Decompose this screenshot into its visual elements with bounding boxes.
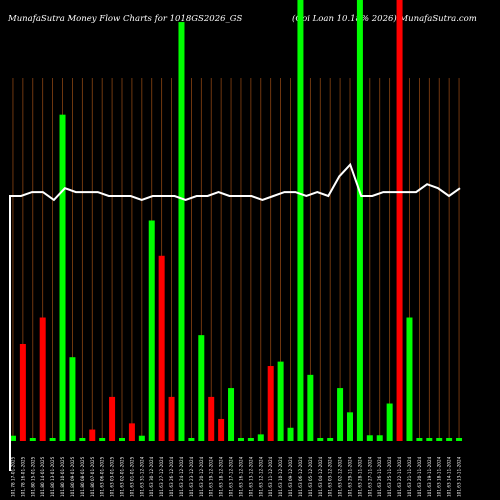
x-tick-label: 101.63 21-11-2024	[407, 456, 412, 497]
x-tick-label: 101.63 03-12-2024	[328, 456, 333, 497]
money-flow-bar	[327, 438, 334, 441]
money-flow-bar	[39, 317, 46, 441]
money-flow-bar	[287, 427, 294, 441]
x-tick-label: 101.63 04-12-2024	[318, 456, 323, 497]
x-tick-label: 101.63 13-11-2024	[457, 456, 462, 497]
x-tick-label: 101.63 02-12-2024	[338, 456, 343, 497]
x-tick-label: 101.63 01-01-2025	[129, 456, 134, 497]
money-flow-bar	[128, 423, 135, 441]
x-tick-label: 101.63 25-11-2024	[387, 456, 392, 497]
x-tick-label: 101.78 17-01-2025	[10, 456, 15, 497]
money-flow-bar	[267, 366, 274, 441]
money-flow-bar	[317, 438, 324, 441]
money-flow-bar	[218, 418, 225, 441]
x-tick-label: 101.63 28-11-2024	[357, 456, 362, 497]
money-flow-bar	[366, 435, 373, 441]
x-tick-label: 101.63 06-01-2025	[100, 456, 105, 497]
x-tick-label: 101.80 08-01-2025	[80, 456, 85, 497]
money-flow-bar	[198, 335, 205, 441]
money-flow-bar	[257, 434, 264, 441]
x-tick-label: 101.63 27-11-2024	[367, 456, 372, 497]
chart-subtitle: (Goi Loan 10.18% 2026) MunafaSutra.com	[292, 14, 477, 24]
chart-title: MunafaSutra Money Flow Charts for 1018GS…	[8, 14, 243, 24]
money-flow-bar	[99, 438, 106, 441]
x-tick-label: 101.80 14-01-2025	[40, 456, 45, 497]
money-flow-bar	[347, 412, 353, 441]
money-flow-bar	[49, 438, 56, 441]
money-flow-bar	[237, 438, 244, 441]
x-tick-label: 101.78 16-01-2025	[20, 456, 25, 497]
money-flow-bar	[9, 435, 16, 441]
x-tick-label: 101.63 24-12-2024	[179, 456, 184, 497]
money-flow-bar	[228, 388, 235, 441]
x-tick-label: 101.63 13-12-2024	[248, 456, 253, 497]
money-flow-bar	[188, 438, 195, 441]
x-tick-label: 101.63 29-11-2024	[348, 456, 353, 497]
money-flow-bar	[19, 343, 26, 441]
money-flow-bar	[89, 429, 96, 441]
x-tick-label: 101.63 26-12-2024	[169, 456, 174, 497]
x-tick-label: 101.63 16-12-2024	[238, 456, 243, 497]
x-tick-label: 101.63 05-12-2024	[308, 456, 313, 497]
x-tick-label: 101.63 26-11-2024	[377, 456, 382, 497]
money-flow-bar	[119, 438, 125, 441]
x-tick-label: 101.63 22-11-2024	[397, 456, 402, 497]
x-tick-label: 101.63 14-11-2024	[447, 456, 452, 497]
x-tick-label: 101.63 11-12-2024	[268, 456, 273, 497]
money-flow-bar	[168, 396, 175, 441]
x-tick-label: 101.63 23-12-2024	[189, 456, 194, 497]
money-flow-bar	[277, 361, 284, 441]
x-tick-label: 101.63 12-12-2024	[258, 456, 263, 497]
money-flow-bar	[29, 438, 36, 441]
x-tick-label: 101.63 19-11-2024	[427, 456, 432, 497]
money-flow-bar	[376, 435, 383, 441]
x-tick-label: 101.80 10-01-2025	[60, 456, 65, 497]
money-flow-bar	[416, 438, 423, 441]
money-flow-bar	[69, 357, 76, 441]
x-tick-label: 101.63 20-12-2024	[199, 456, 204, 497]
money-flow-bar	[436, 438, 443, 441]
x-tick-label: 101.80 09-01-2025	[70, 456, 75, 497]
money-flow-bar	[79, 438, 86, 441]
price-line	[9, 162, 461, 471]
money-flow-bar	[178, 22, 185, 442]
x-tick-label: 101.63 09-12-2024	[288, 456, 293, 497]
money-flow-bar	[406, 317, 413, 441]
x-tick-label: 101.80 13-01-2025	[50, 456, 55, 497]
money-flow-bar	[307, 374, 314, 441]
money-flow-bar	[138, 435, 145, 441]
x-tick-label: 101.63 17-12-2024	[229, 456, 234, 497]
x-tick-label: 101.63 18-11-2024	[437, 456, 442, 497]
money-flow-bar	[158, 255, 165, 441]
x-tick-label: 101.63 10-12-2024	[278, 456, 283, 497]
x-tick-label: 101.63 18-12-2024	[219, 456, 224, 497]
money-flow-bar	[456, 438, 463, 441]
x-tick-label: 101.63 20-11-2024	[417, 456, 422, 497]
money-flow-bar	[396, 0, 403, 441]
money-flow-bar	[148, 220, 155, 441]
x-tick-label: 101.63 30-12-2024	[149, 456, 154, 497]
x-tick-label: 101.80 15-01-2025	[30, 456, 35, 497]
x-tick-label: 101.63 19-12-2024	[209, 456, 214, 497]
money-flow-bar	[426, 438, 433, 441]
money-flow-bar	[247, 438, 254, 441]
x-tick-label: 101.63 27-12-2024	[159, 456, 164, 497]
money-flow-bar	[109, 396, 116, 441]
x-tick-label: 101.63 03-01-2025	[110, 456, 115, 497]
money-flow-bar	[297, 0, 304, 441]
money-flow-bar	[337, 388, 344, 441]
money-flow-bar	[386, 403, 393, 441]
money-flow-bar	[356, 0, 363, 441]
x-tick-label: 101.63 06-12-2024	[298, 456, 303, 497]
money-flow-bar	[208, 396, 215, 441]
x-tick-label: 101.63 31-12-2024	[139, 456, 144, 497]
money-flow-bar	[446, 438, 453, 441]
money-flow-bar	[59, 114, 66, 441]
x-tick-label: 101.80 07-01-2025	[90, 456, 95, 497]
x-tick-label: 101.63 02-01-2025	[120, 456, 125, 497]
